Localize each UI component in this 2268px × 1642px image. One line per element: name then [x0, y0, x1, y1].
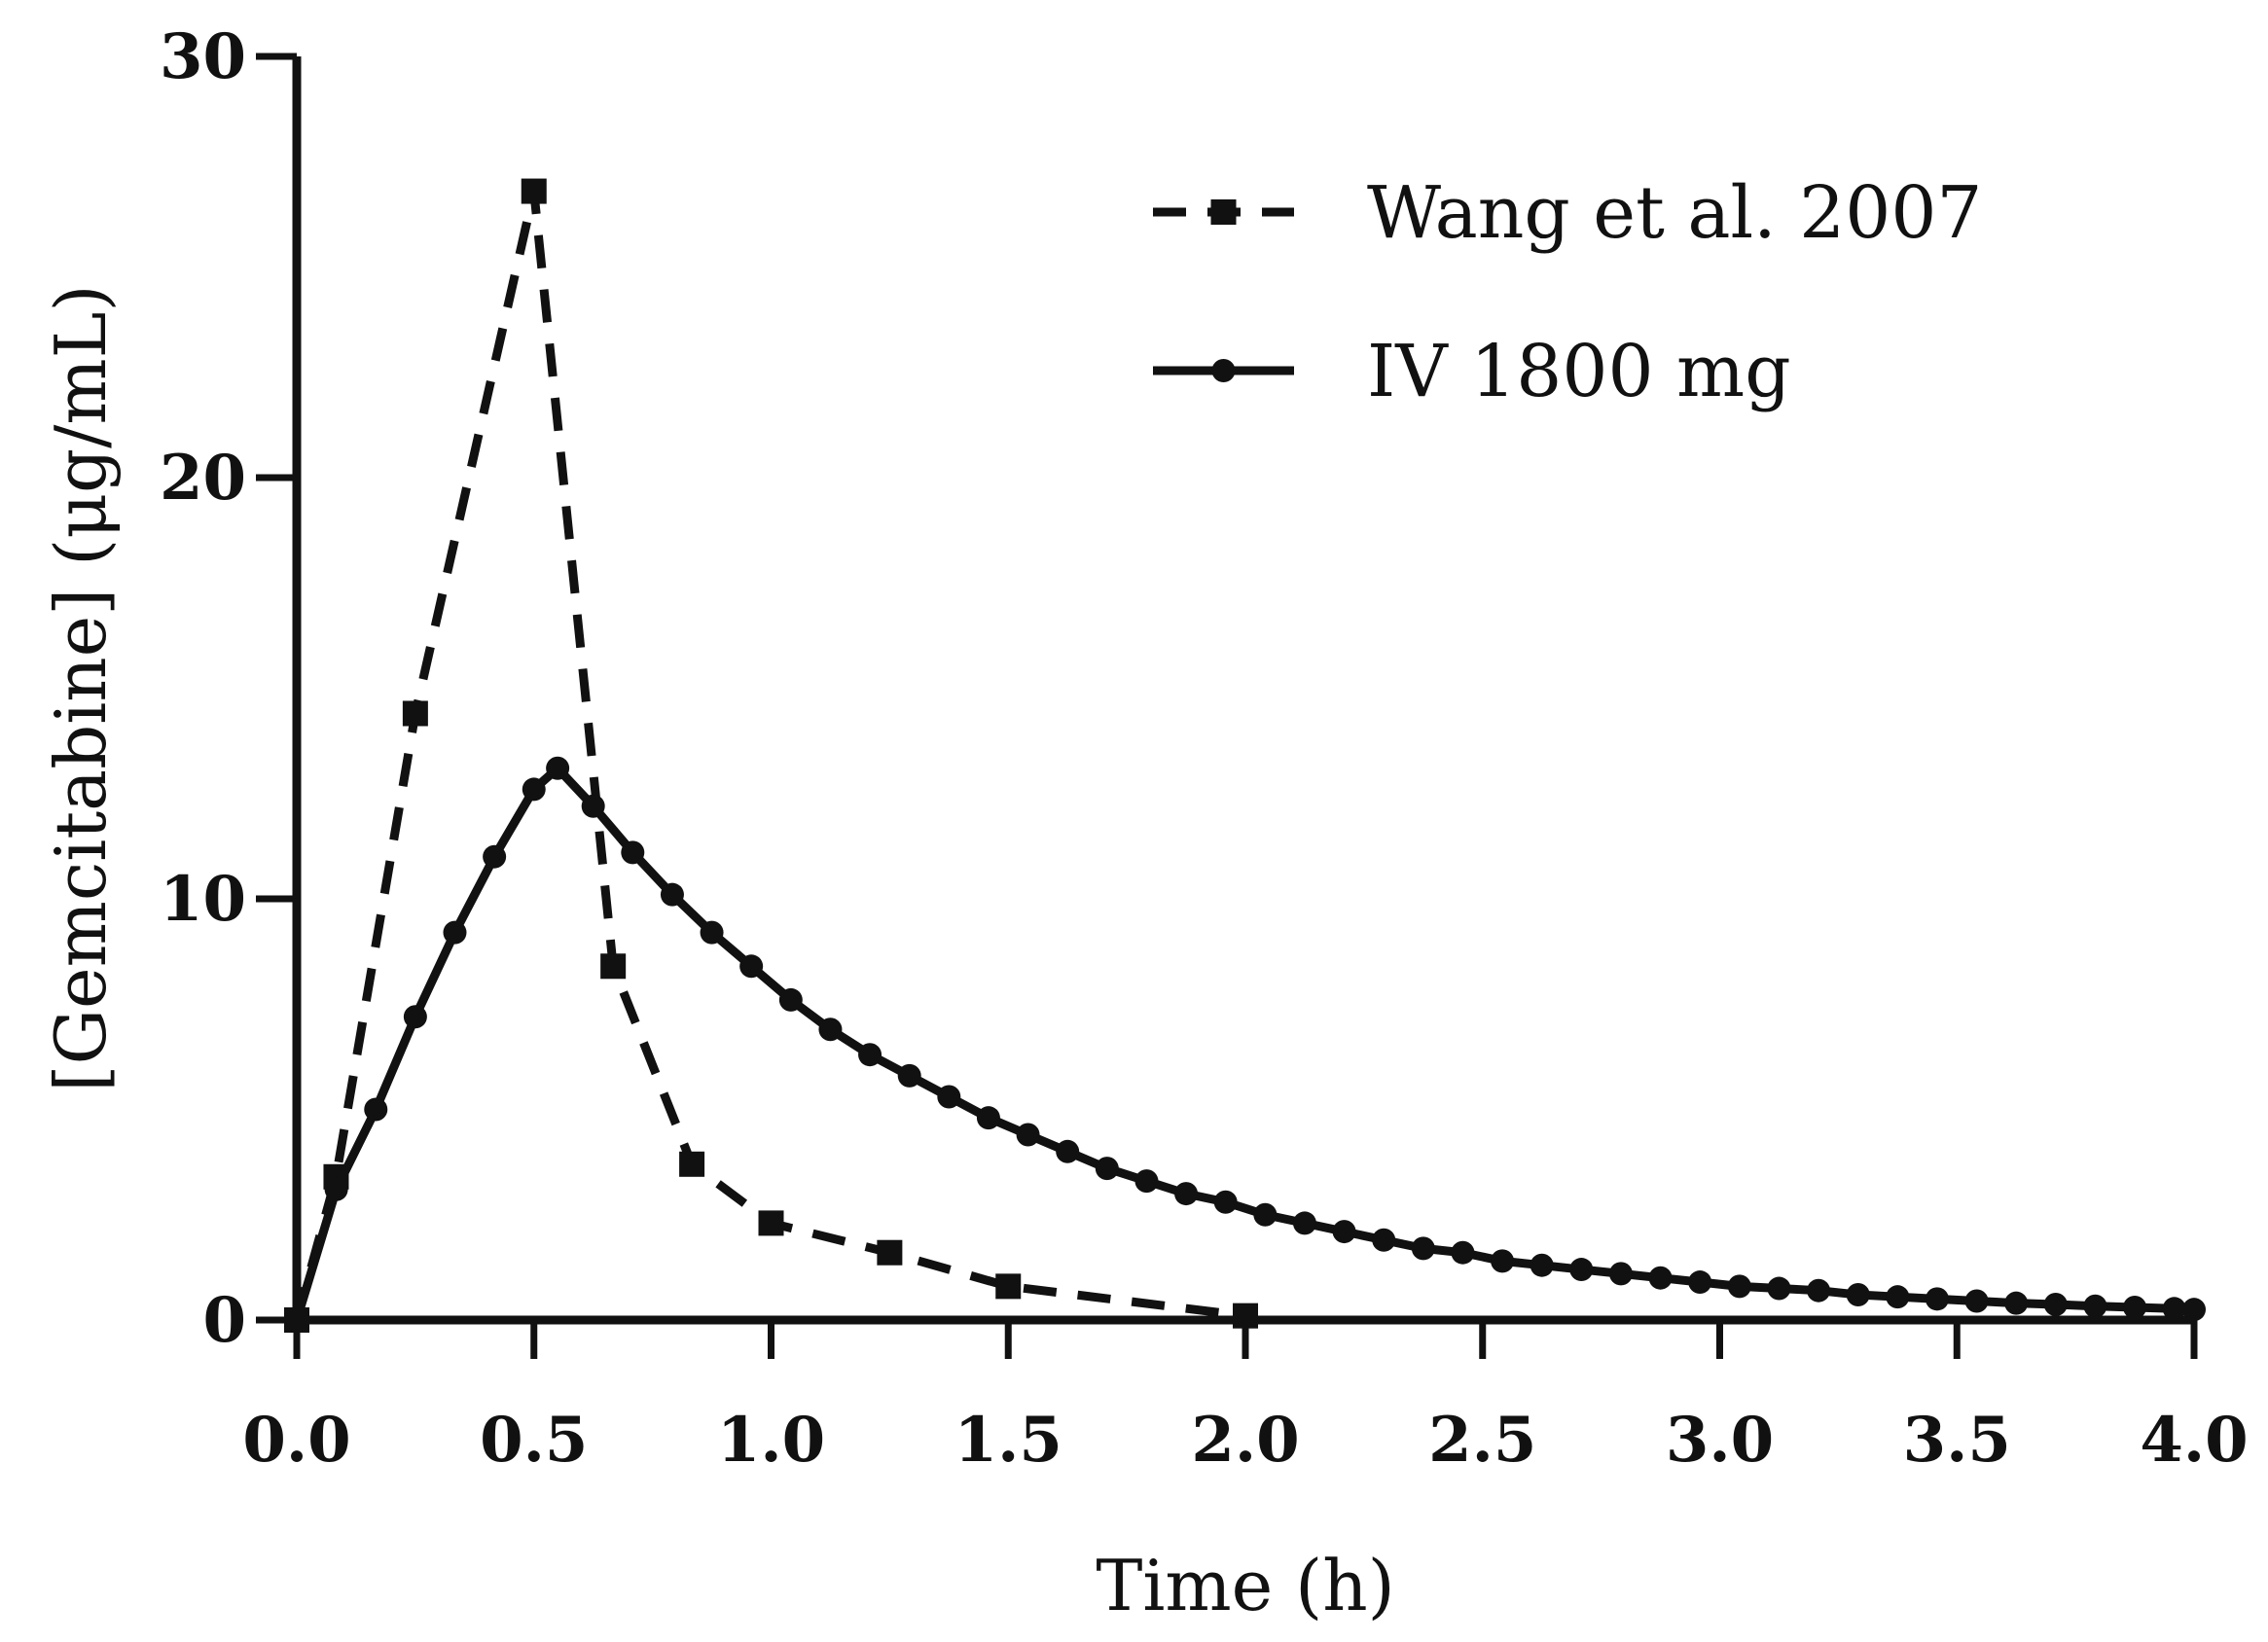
data-point-circle — [1964, 1289, 1989, 1313]
data-point-circle — [976, 1106, 1000, 1130]
data-point-square — [877, 1239, 903, 1266]
data-point-circle — [1134, 1169, 1159, 1194]
data-point-circle — [546, 756, 570, 780]
x-tick-label: 0.5 — [480, 1404, 588, 1477]
data-point-square — [600, 953, 627, 980]
data-point-square — [402, 700, 428, 727]
data-point-circle — [858, 1043, 882, 1067]
y-tick-label: 30 — [160, 20, 246, 93]
data-point-circle — [937, 1085, 961, 1109]
x-tick-label: 2.0 — [1191, 1404, 1299, 1477]
legend-marker-square — [1210, 199, 1237, 225]
data-point-circle — [778, 987, 803, 1012]
data-point-circle — [1846, 1283, 1870, 1307]
x-tick-label: 1.5 — [954, 1404, 1062, 1477]
data-point-circle — [324, 1177, 348, 1201]
data-point-circle — [2162, 1297, 2186, 1321]
data-point-circle — [1095, 1157, 1119, 1181]
data-point-circle — [1530, 1253, 1554, 1277]
data-point-circle — [739, 954, 764, 979]
data-point-circle — [364, 1097, 388, 1122]
series-line-2 — [292, 764, 2195, 1322]
y-tick-label: 20 — [160, 442, 246, 515]
data-point-circle — [2123, 1296, 2147, 1320]
data-point-circle — [483, 844, 507, 869]
x-tick-label: 1.0 — [717, 1404, 825, 1477]
data-point-circle — [1807, 1278, 1831, 1303]
x-tick-label: 4.0 — [2140, 1404, 2248, 1477]
data-point-circle — [2083, 1294, 2107, 1318]
y-tick-label: 10 — [160, 863, 246, 936]
data-point-square — [521, 178, 547, 204]
data-point-square — [995, 1273, 1022, 1300]
legend: Wang et al. 2007 IV 1800 mg — [1153, 171, 1983, 413]
data-point-circle — [1016, 1123, 1040, 1147]
data-point-circle — [1292, 1211, 1316, 1235]
data-point-circle — [1608, 1262, 1633, 1286]
data-point-circle — [1925, 1287, 1949, 1311]
data-point-circle — [1727, 1274, 1751, 1299]
y-tick-label: 0 — [202, 1284, 246, 1357]
data-point-circle — [1886, 1285, 1910, 1309]
data-point-circle — [522, 777, 546, 802]
legend-marker-circle — [1211, 359, 1236, 382]
data-point-circle — [1767, 1276, 1791, 1301]
data-point-circle — [897, 1063, 921, 1088]
data-point-square — [679, 1151, 705, 1177]
data-point-circle — [1174, 1182, 1199, 1206]
data-point-circle — [700, 920, 724, 945]
data-point-circle — [581, 794, 605, 818]
data-point-circle — [443, 920, 467, 945]
data-point-circle — [1056, 1139, 1080, 1163]
x-tick-label: 0.0 — [242, 1404, 350, 1477]
axes: 0.0 0.5 1.0 1.5 2.0 2.5 3.0 3.5 4.0 0 10 20 30 — [160, 20, 2249, 1477]
data-point-circle — [403, 1005, 427, 1029]
data-point-circle — [1451, 1240, 1475, 1265]
y-axis-title: [Gemcitabine] (μg/mL) — [40, 284, 122, 1091]
data-point-circle — [1411, 1236, 1435, 1261]
plot-area — [284, 178, 2206, 1333]
data-point-circle — [2182, 1298, 2206, 1322]
data-point-square — [758, 1210, 784, 1236]
data-point-circle — [1213, 1190, 1238, 1214]
x-tick-label: 3.0 — [1666, 1404, 1774, 1477]
data-point-circle — [621, 840, 645, 865]
data-point-circle — [1688, 1270, 1712, 1295]
x-axis-title: Time (h) — [1096, 1545, 1394, 1626]
data-point-circle — [1372, 1228, 1396, 1252]
data-point-circle — [1569, 1258, 1594, 1282]
data-point-circle — [2004, 1291, 2029, 1315]
data-point-circle — [818, 1017, 843, 1042]
data-point-circle — [660, 882, 684, 907]
series-line-1 — [292, 187, 1246, 1322]
data-point-circle — [1253, 1202, 1278, 1227]
x-tick-label: 3.5 — [1903, 1404, 2011, 1477]
legend-label-2: IV 1800 mg — [1367, 330, 1791, 413]
data-point-circle — [1648, 1266, 1673, 1290]
data-point-circle — [1491, 1249, 1515, 1273]
x-tick-label: 2.5 — [1428, 1404, 1536, 1477]
data-point-circle — [2043, 1292, 2068, 1316]
legend-label-1: Wang et al. 2007 — [1367, 171, 1983, 255]
data-point-circle — [1332, 1220, 1356, 1244]
